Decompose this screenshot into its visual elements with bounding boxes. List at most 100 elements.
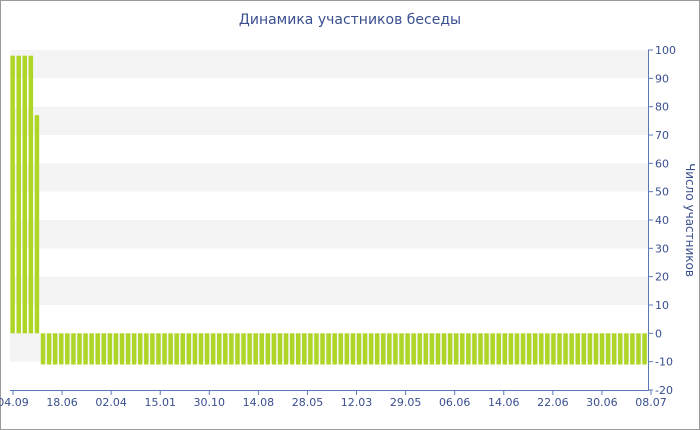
bar (514, 333, 520, 365)
x-tick-label: 22.06 (537, 396, 569, 409)
bar (618, 333, 623, 365)
bar (605, 333, 611, 365)
bar (502, 333, 508, 365)
bar (113, 333, 119, 365)
bar (180, 333, 186, 365)
bar (216, 333, 222, 365)
bar (557, 333, 562, 365)
bar (204, 333, 210, 365)
bar (326, 333, 331, 365)
bar (162, 333, 167, 365)
bar (593, 333, 599, 365)
y-tick-label: -20 (655, 384, 673, 397)
y-tick-label: 40 (655, 214, 669, 227)
bar (295, 333, 301, 365)
bar (10, 55, 15, 334)
bar (435, 333, 441, 365)
bar (186, 333, 192, 365)
y-tick-label: 20 (655, 271, 669, 284)
bar (77, 333, 82, 365)
bar (59, 333, 64, 365)
bar (107, 333, 113, 365)
bar (302, 333, 307, 365)
bar (95, 333, 100, 365)
bar (320, 333, 325, 365)
x-tick-label: 02.04 (95, 396, 127, 409)
y-tick-label: 100 (655, 44, 676, 57)
bar (210, 333, 216, 365)
bar (174, 333, 179, 365)
bar (192, 333, 198, 365)
bar (265, 333, 271, 365)
bar (22, 55, 28, 334)
bar (496, 333, 501, 365)
bar (575, 333, 580, 365)
bar (545, 333, 550, 365)
bar (630, 333, 635, 365)
bar (490, 333, 495, 365)
bar (241, 333, 246, 365)
bar (89, 333, 94, 365)
bar-series (10, 55, 647, 365)
bar (399, 333, 404, 365)
x-tick-label: 30.06 (586, 396, 618, 409)
bar (350, 333, 356, 365)
bar (429, 333, 435, 365)
bar (526, 333, 532, 365)
bar (374, 333, 380, 365)
bar (441, 333, 447, 365)
bar (636, 333, 641, 365)
bar (460, 333, 465, 365)
bar (28, 55, 34, 334)
bar (253, 333, 258, 365)
bar (277, 333, 283, 365)
y-tick-label: 90 (655, 72, 669, 85)
x-tick-label: 28.05 (292, 396, 324, 409)
bar (338, 333, 343, 365)
bar (478, 333, 483, 365)
bar (520, 333, 526, 365)
chart-title: Динамика участников беседы (238, 12, 462, 28)
y-tick-label: 70 (655, 129, 669, 142)
x-tick-label: 12.03 (341, 396, 373, 409)
bar (34, 115, 40, 334)
y-tick-label: 60 (655, 157, 669, 170)
y-tick-label: 30 (655, 242, 669, 255)
bar (569, 333, 574, 365)
bar (83, 333, 88, 365)
x-tick-label: 30.10 (194, 396, 226, 409)
bar (624, 333, 629, 365)
bar (247, 333, 252, 365)
y-tick-label: 80 (655, 101, 669, 114)
y-axis-title: Число участников (683, 163, 697, 277)
bar (484, 333, 489, 365)
grid-band (10, 163, 648, 192)
bar (138, 333, 143, 365)
x-tick-labels: 04.09 18.06 02.04 15.01 30.10 14.08 28.05 12.03… (0, 396, 667, 409)
x-tick-label: 04.09 (0, 396, 29, 409)
bar (472, 333, 477, 365)
bar (411, 333, 416, 365)
bar (551, 333, 556, 365)
y-tick-label: 10 (655, 299, 669, 312)
bar (344, 333, 350, 365)
bar (368, 333, 374, 365)
x-tick-label: 14.06 (488, 396, 520, 409)
bar (563, 333, 568, 365)
bar (119, 333, 125, 365)
bar (168, 333, 173, 365)
bar (259, 333, 264, 365)
bar (532, 333, 538, 365)
bar (283, 333, 289, 365)
y-tick-labels: -20 -10 0 10 20 30 40 50 60 70 80 90 100 (655, 44, 676, 397)
bar (587, 333, 593, 365)
bar (271, 333, 277, 365)
x-tick-label: 06.06 (439, 396, 471, 409)
bar (581, 333, 587, 365)
bar (40, 333, 46, 365)
bar (417, 333, 422, 365)
y-tick-label: -10 (655, 356, 673, 369)
grid-bands (10, 50, 648, 362)
bar (229, 333, 234, 365)
bar (131, 333, 137, 365)
